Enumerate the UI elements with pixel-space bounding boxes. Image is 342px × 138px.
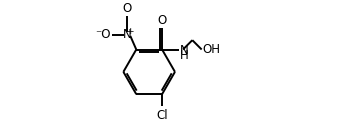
Text: N: N	[123, 28, 131, 41]
Text: ⁻O: ⁻O	[95, 28, 110, 41]
Text: Cl: Cl	[156, 109, 168, 122]
Text: H: H	[180, 49, 188, 62]
Text: OH: OH	[202, 43, 220, 56]
Text: +: +	[126, 27, 133, 36]
Text: O: O	[122, 2, 132, 15]
Text: N: N	[180, 44, 188, 57]
Text: O: O	[157, 14, 167, 27]
